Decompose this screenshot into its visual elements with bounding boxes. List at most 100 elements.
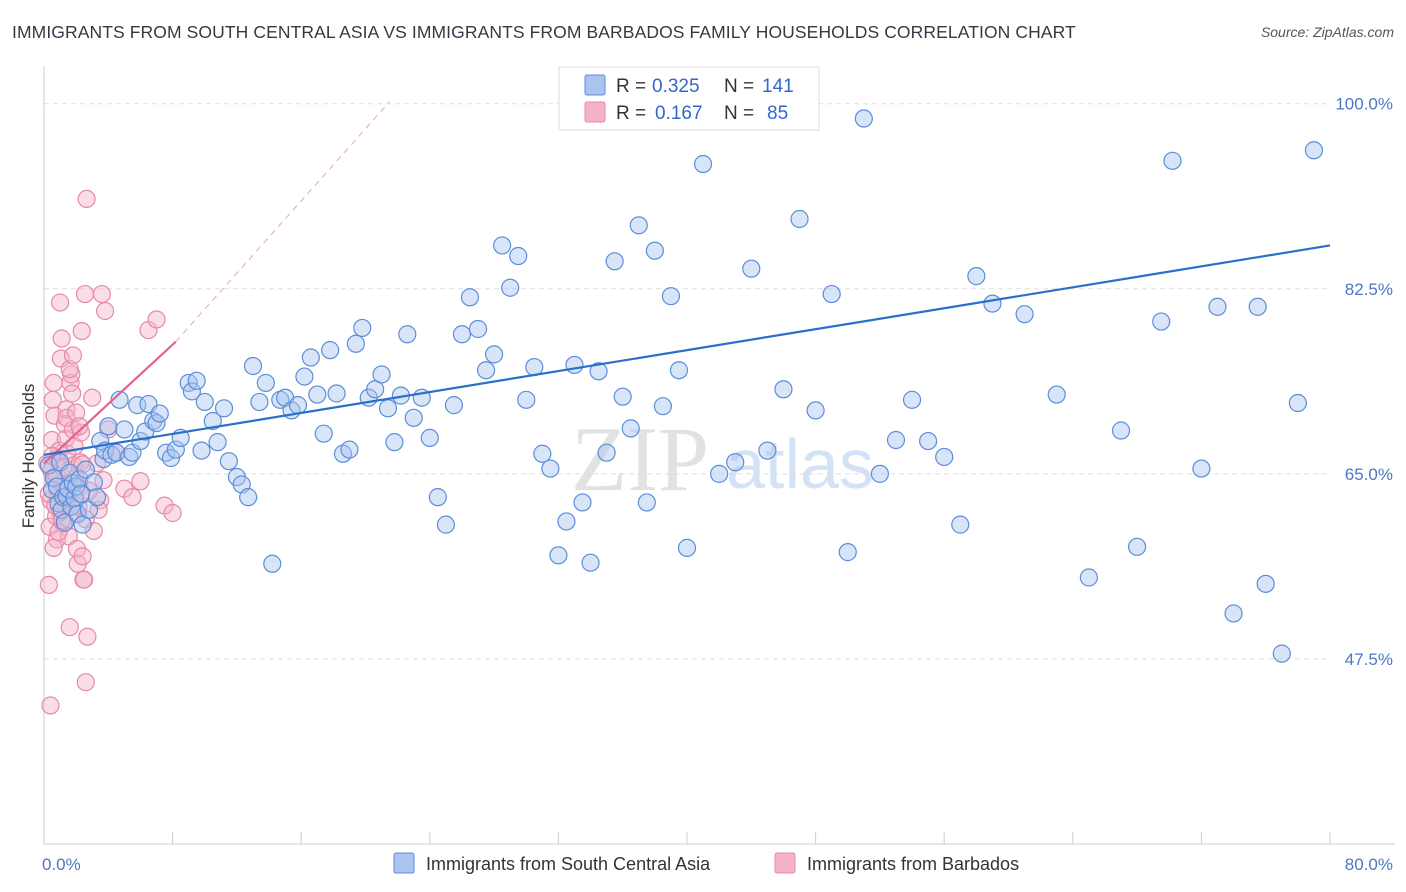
- barbados-point: [49, 522, 68, 542]
- barbados-point: [83, 388, 102, 407]
- south-central-asia-point: [573, 493, 592, 512]
- south-central-asia-point: [485, 345, 504, 364]
- barbados-point: [73, 547, 92, 566]
- south-central-asia-point: [774, 380, 793, 399]
- bottom-legend-label-1: Immigrants from South Central Asia: [426, 854, 711, 874]
- south-central-asia-point: [549, 546, 568, 565]
- south-central-asia-point: [886, 430, 906, 450]
- south-central-asia-trend-line: [43, 244, 1331, 456]
- south-central-asia-point: [340, 440, 359, 459]
- barbados-point: [163, 503, 182, 523]
- south-central-asia-point: [203, 411, 222, 431]
- south-central-asia-point: [208, 433, 227, 452]
- south-central-asia-point: [501, 278, 520, 297]
- south-central-asia-point: [1192, 459, 1211, 478]
- bottom-legend-swatch-blue: [393, 852, 415, 874]
- south-central-asia-point: [790, 209, 809, 229]
- south-central-asia-point: [243, 356, 263, 376]
- south-central-asia-point: [346, 334, 365, 353]
- watermark-atlas: atlas: [726, 425, 874, 503]
- south-central-asia-point: [288, 396, 308, 415]
- y-tick-label: 82.5%: [1345, 280, 1393, 299]
- south-central-asia-point: [517, 390, 536, 409]
- south-central-asia-point: [1015, 305, 1034, 324]
- south-central-asia-point: [161, 448, 181, 468]
- south-central-asia-point: [144, 411, 163, 431]
- barbados-point: [60, 618, 79, 637]
- south-central-asia-point: [214, 399, 234, 418]
- south-central-asia-point: [854, 109, 873, 128]
- south-central-asia-point: [99, 417, 118, 436]
- south-central-asia-point: [613, 387, 632, 406]
- south-central-asia-point: [404, 408, 423, 427]
- south-central-asia-point: [1163, 151, 1182, 170]
- south-central-asia-point: [187, 371, 206, 390]
- south-central-asia-point: [1304, 141, 1324, 160]
- barbados-point: [95, 301, 115, 321]
- south-central-asia-point: [327, 384, 346, 403]
- south-central-asia-point: [256, 373, 275, 393]
- south-central-asia-point: [677, 538, 697, 557]
- south-central-asia-point: [1127, 537, 1147, 556]
- legend-swatch-blue: [584, 74, 606, 96]
- source-label: Source: ZipAtlas.com: [1260, 24, 1394, 40]
- legend-r-label-1: R =: [616, 76, 646, 97]
- south-central-asia-point: [1111, 421, 1131, 440]
- south-central-asia-point: [621, 419, 640, 438]
- south-central-asia-point: [509, 246, 528, 266]
- south-central-asia-point: [645, 241, 664, 260]
- barbados-point: [78, 627, 97, 646]
- legend-n-value-2: 85: [767, 103, 788, 124]
- south-central-asia-point: [460, 288, 480, 307]
- south-central-asia-point: [436, 515, 455, 534]
- barbados-point: [57, 408, 76, 427]
- barbados-point: [123, 488, 142, 507]
- barbados-point: [76, 673, 95, 692]
- south-central-asia-point: [637, 493, 656, 512]
- y-tick-label: 65.0%: [1345, 465, 1393, 484]
- south-central-asia-point: [710, 464, 729, 483]
- south-central-asia-point: [295, 367, 314, 386]
- south-central-asia-point: [533, 444, 552, 463]
- south-central-asia-point: [1152, 312, 1171, 331]
- south-central-asia-point: [239, 488, 258, 507]
- barbados-point: [39, 575, 58, 595]
- south-central-asia-point: [669, 361, 689, 380]
- south-central-asia-point: [1047, 385, 1066, 404]
- south-central-asia-point: [1248, 297, 1267, 316]
- barbados-points: [38, 189, 182, 715]
- south-central-asia-point: [589, 362, 608, 381]
- south-central-asia-point: [1256, 574, 1275, 593]
- south-central-asia-point: [250, 392, 269, 412]
- south-central-asia-point: [565, 355, 584, 375]
- south-central-asia-point: [314, 424, 333, 443]
- barbados-point: [77, 189, 96, 209]
- barbados-point: [44, 538, 63, 557]
- barbados-point: [131, 472, 150, 491]
- south-central-asia-point: [385, 433, 404, 452]
- south-central-asia-point: [629, 216, 648, 235]
- south-central-asia-point: [195, 392, 214, 412]
- barbados-point: [84, 521, 103, 541]
- south-central-asia-point: [87, 488, 107, 507]
- south-central-asia-point: [321, 341, 340, 360]
- south-central-asia-point: [378, 399, 398, 418]
- south-central-asia-point: [428, 488, 447, 507]
- barbados-point: [50, 293, 70, 312]
- barbados-point: [75, 284, 95, 304]
- south-central-asia-point: [476, 361, 496, 380]
- series-legend: Immigrants from South Central Asia Immig…: [393, 852, 1019, 874]
- south-central-asia-point: [935, 447, 954, 467]
- barbados-point: [67, 403, 86, 422]
- barbados-point: [41, 696, 60, 715]
- south-central-asia-point: [308, 385, 327, 404]
- south-central-asia-point: [742, 259, 761, 278]
- south-central-asia-point: [838, 543, 857, 562]
- south-central-asia-point: [822, 284, 841, 304]
- south-central-asia-point: [192, 441, 211, 460]
- south-central-asia-point: [1272, 644, 1291, 663]
- barbados-trend-line: [43, 340, 177, 465]
- barbados-point: [92, 284, 111, 304]
- x-tick-label-min: 0.0%: [42, 855, 81, 874]
